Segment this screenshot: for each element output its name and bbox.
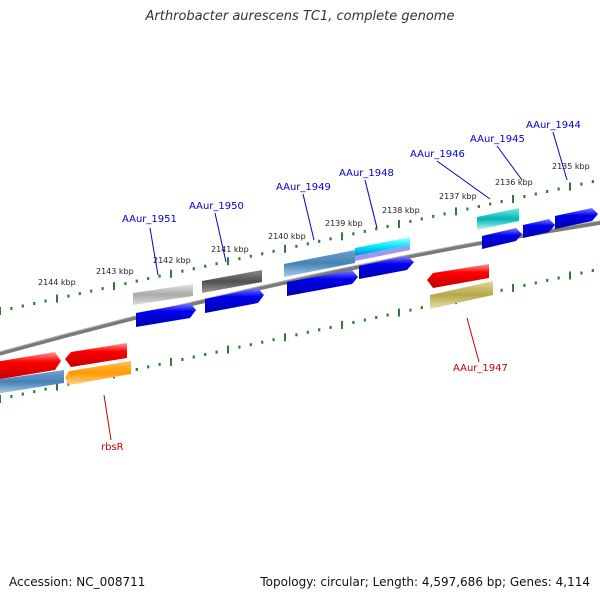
kbp-label: 2137 kbp xyxy=(439,192,477,201)
gene-arrow xyxy=(355,237,410,256)
label-leaders-bottom xyxy=(103,317,480,441)
gene-arrow xyxy=(0,352,61,380)
gene-label-aaur-1948: AAur_1948 xyxy=(339,168,394,179)
accession-text: Accession: NC_008711 xyxy=(9,575,146,589)
gene-label-aaur-1951: AAur_1951 xyxy=(122,214,177,225)
gene-arrow xyxy=(205,288,264,313)
gene-arrow xyxy=(65,361,131,385)
gene-arrow xyxy=(0,370,64,394)
kbp-label: 2141 kbp xyxy=(211,245,249,254)
kbp-label: 2140 kbp xyxy=(268,232,306,241)
genes-bottom xyxy=(0,264,493,394)
gene-labels: AAur_1951 AAur_1950 AAur_1949 AAur_1948 … xyxy=(101,120,581,453)
gene-arrow xyxy=(477,208,519,230)
kbp-label: 2138 kbp xyxy=(382,206,420,215)
gene-label-rbsr: rbsR xyxy=(101,442,124,453)
genes-top-inner xyxy=(136,208,598,327)
gene-arrow xyxy=(523,219,555,238)
gene-arrow xyxy=(133,284,193,305)
gene-arrow xyxy=(202,270,262,293)
gene-arrow xyxy=(359,256,414,279)
tick-scale-top xyxy=(0,180,594,315)
kbp-label: 2142 kbp xyxy=(153,256,191,265)
kbp-label: 2144 kbp xyxy=(38,278,76,287)
gene-label-aaur-1947: AAur_1947 xyxy=(453,363,508,374)
gene-label-aaur-1950: AAur_1950 xyxy=(189,201,244,212)
gene-arrow xyxy=(65,343,127,367)
kbp-scale-labels: 2144 kbp 2143 kbp 2142 kbp 2141 kbp 2140… xyxy=(38,162,590,287)
gene-arrow xyxy=(430,281,493,309)
gene-label-aaur-1945: AAur_1945 xyxy=(470,134,525,145)
gene-arrow xyxy=(355,245,410,261)
gene-arrow xyxy=(427,264,489,288)
gene-arrow xyxy=(284,250,355,277)
label-leaders-top xyxy=(149,131,568,276)
kbp-label: 2135 kbp xyxy=(552,162,590,171)
gene-label-aaur-1944: AAur_1944 xyxy=(526,120,581,131)
topology-text: Topology: circular; Length: 4,597,686 bp… xyxy=(260,575,590,589)
gene-label-aaur-1949: AAur_1949 xyxy=(276,182,331,193)
kbp-label: 2143 kbp xyxy=(96,267,134,276)
gene-arrow xyxy=(136,303,196,327)
gene-arrow xyxy=(287,270,358,296)
kbp-label: 2139 kbp xyxy=(325,219,363,228)
kbp-label: 2136 kbp xyxy=(495,178,533,187)
map-title: Arthrobacter aurescens TC1, complete gen… xyxy=(145,9,455,24)
gene-arrow xyxy=(482,228,522,249)
gene-label-aaur-1946: AAur_1946 xyxy=(410,149,465,160)
genes-top-outer xyxy=(133,208,519,305)
gene-arrow xyxy=(555,208,598,229)
